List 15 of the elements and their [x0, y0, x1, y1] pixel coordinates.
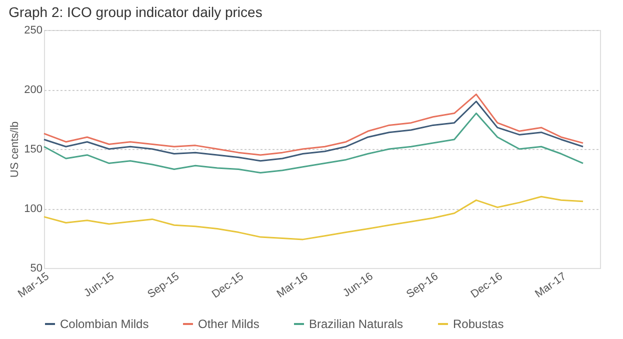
line-series: [43, 94, 584, 156]
y-tick-label: 100: [24, 203, 42, 215]
legend-label: Other Milds: [198, 317, 260, 331]
legend-label: Brazilian Naturals: [309, 317, 404, 331]
y-tick-label: 150: [24, 144, 42, 156]
line-series: [43, 100, 584, 162]
y-tick-label: 50: [30, 262, 42, 274]
legend-label: Colombian Milds: [60, 317, 149, 331]
y-tick-label: 250: [24, 24, 42, 36]
chart-title: Graph 2: ICO group indicator daily prices: [8, 4, 262, 20]
legend-label: Robustas: [453, 317, 504, 331]
line-series: [43, 196, 584, 240]
y-tick-label: 200: [24, 84, 42, 96]
y-axis-title: US cents/lb: [9, 121, 22, 178]
line-series: [43, 112, 584, 174]
